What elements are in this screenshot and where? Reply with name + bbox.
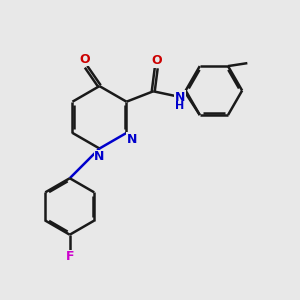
Text: H: H bbox=[176, 101, 184, 111]
Text: N: N bbox=[127, 133, 137, 146]
Text: N: N bbox=[175, 91, 185, 104]
Text: O: O bbox=[79, 53, 90, 66]
Text: N: N bbox=[94, 150, 105, 163]
Text: F: F bbox=[65, 250, 74, 263]
Text: F: F bbox=[65, 250, 74, 263]
Text: O: O bbox=[151, 54, 161, 67]
Text: N: N bbox=[94, 150, 105, 163]
Text: O: O bbox=[79, 53, 90, 66]
Text: H: H bbox=[176, 101, 184, 111]
Text: N: N bbox=[175, 91, 185, 104]
Text: O: O bbox=[151, 54, 161, 67]
Text: N: N bbox=[127, 133, 137, 146]
